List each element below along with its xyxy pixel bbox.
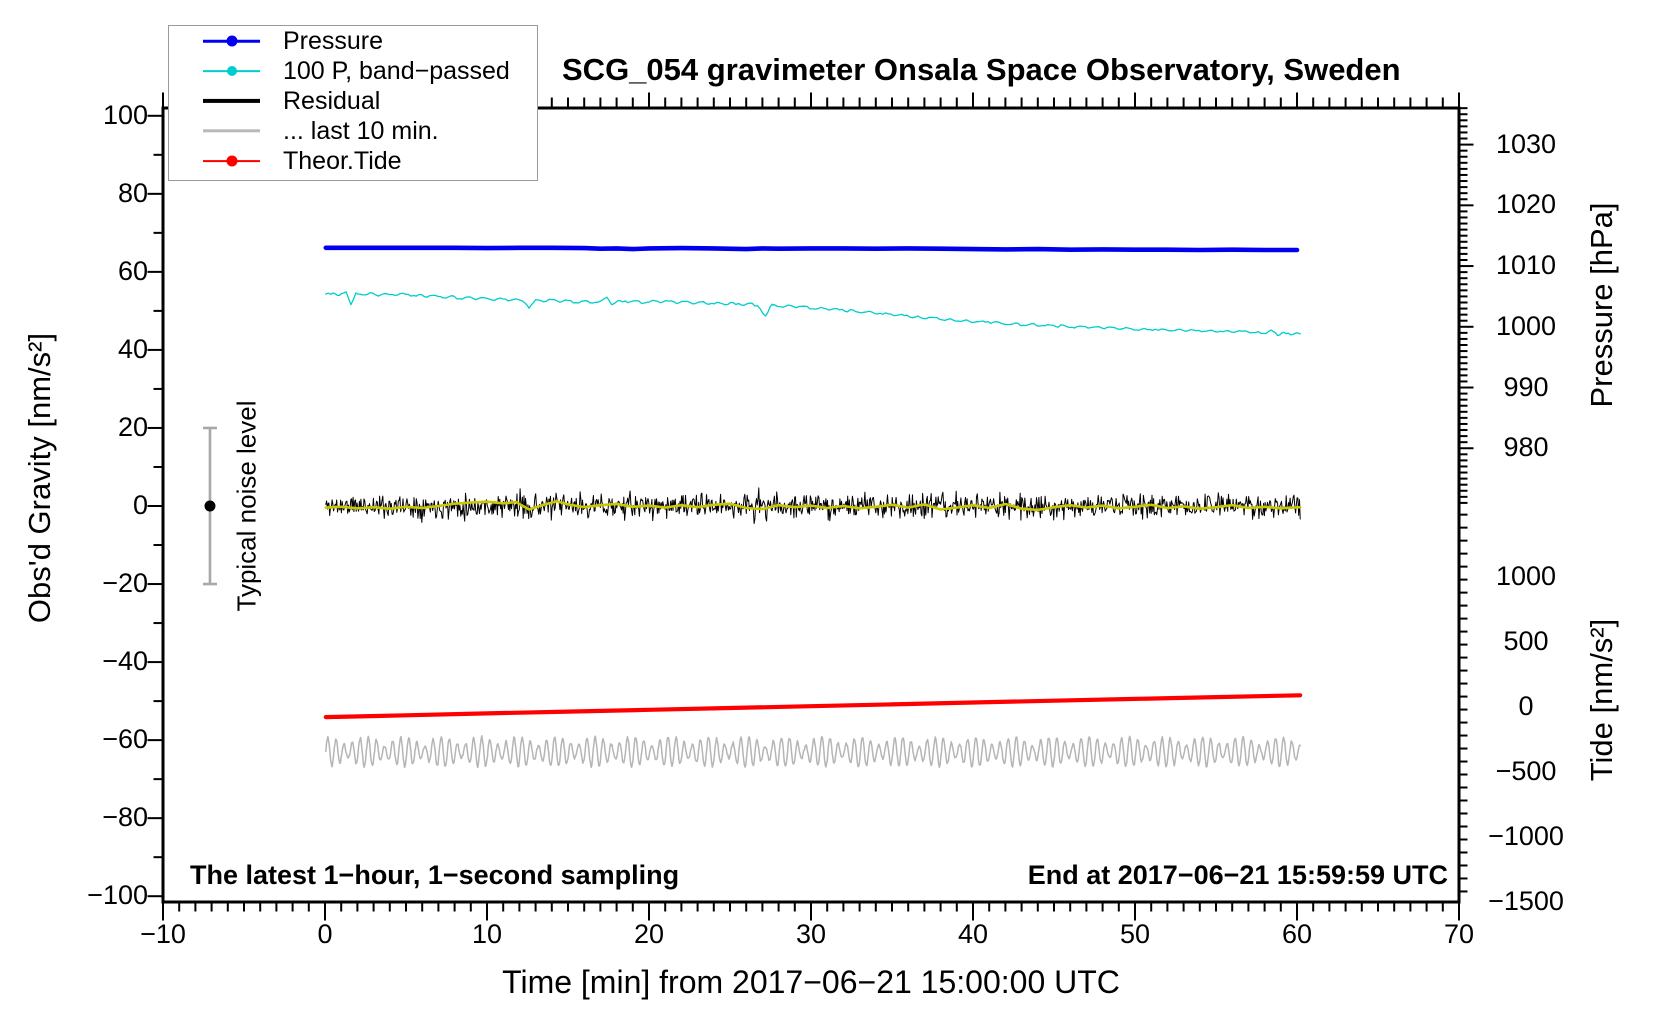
tide-tick-label: −1000 [1488,820,1564,851]
tide-tick-label: 1000 [1495,561,1557,592]
pressure-tick-label: 1000 [1495,310,1557,341]
legend-line-sample-icon [203,154,260,168]
noise-level-bar [202,426,217,586]
x-tick-label: 40 [957,919,989,949]
tide-tick-label: −500 [1495,755,1557,786]
pressure-tick-label: 1020 [1495,189,1557,220]
plot-frame [161,106,1461,904]
x-tick-label: 70 [1443,919,1475,949]
x-tick-label: 30 [795,919,827,949]
noise-level-dot [204,500,216,512]
series-100-p-band-passed [325,291,1301,337]
legend-box: Pressure 100 P, band−passed Residual... la… [168,25,538,181]
axis-ticks [147,92,1474,921]
pressure-tick-label: 990 [1503,371,1549,402]
y-left-tick-label: −20 [102,568,148,599]
legend-line-sample-icon [203,34,260,48]
pressure-tick-label: 1010 [1495,250,1557,281]
y-left-tick-label: 80 [117,177,148,208]
y-left-tick-label: −60 [102,724,148,755]
pressure-tick-label: 1030 [1495,128,1557,159]
x-tick-label: 0 [317,919,333,949]
x-tick-label: 50 [1119,919,1151,949]
legend-item: ... last 10 min. [169,116,537,146]
legend-item-label: ... last 10 min. [283,116,439,145]
y-left-tick-label: 0 [132,490,148,520]
y-left-tick-label: −40 [102,646,148,677]
y-left-tick-label: 100 [102,99,148,130]
legend-item-label: Pressure [283,26,384,55]
legend-item: Pressure [169,26,537,56]
legend-item: 100 P, band−passed [169,56,537,86]
x-tick-label: −10 [140,919,186,949]
tide-tick-label: 500 [1503,625,1549,656]
legend-dot-marker-icon [226,66,237,76]
legend-item: Theor.Tide [169,146,537,176]
y-left-tick-label: 40 [117,333,148,364]
x-tick-label: 20 [633,919,665,949]
tide-tick-label: −1500 [1488,885,1564,916]
legend-item-label: 100 P, band−passed [283,56,510,85]
series-group [323,245,1303,769]
series-residual-smoothed [324,499,1302,512]
legend-line-sample-icon [203,64,260,78]
annotation-sampling: The latest 1−hour, 1−second sampling [190,860,680,890]
x-axis-label: Time [min] from 2017−06−21 15:00:00 UTC [502,964,1120,1000]
tide-tick-label: 0 [1518,690,1534,721]
pressure-tick-label: 980 [1503,432,1549,463]
annotation-end-time: End at 2017−06−21 15:59:59 UTC [1027,860,1448,890]
x-tick-label: 60 [1281,919,1313,949]
series-pressure [323,245,1300,253]
noise-level-label: Typical noise level [231,400,262,612]
legend-item: Residual [169,86,537,116]
legend-item-label: Theor.Tide [283,146,402,175]
y-left-tick-label: 20 [117,411,148,442]
series-theor-tide [323,693,1303,720]
legend-line-sample-icon [203,94,260,108]
x-tick-label: 10 [471,919,503,949]
chart-title: SCG_054 gravimeter Onsala Space Observat… [562,52,1401,87]
legend-line-sample-icon [203,124,260,138]
y-left-tick-label: −100 [87,880,148,911]
y-left-tick-label: −80 [102,802,148,833]
legend-item-label: Residual [283,86,381,115]
series--last-10-min- [325,735,1301,769]
legend-dot-marker-icon [226,35,237,47]
y-left-tick-label: 60 [117,255,148,286]
legend-dot-marker-icon [226,155,237,167]
